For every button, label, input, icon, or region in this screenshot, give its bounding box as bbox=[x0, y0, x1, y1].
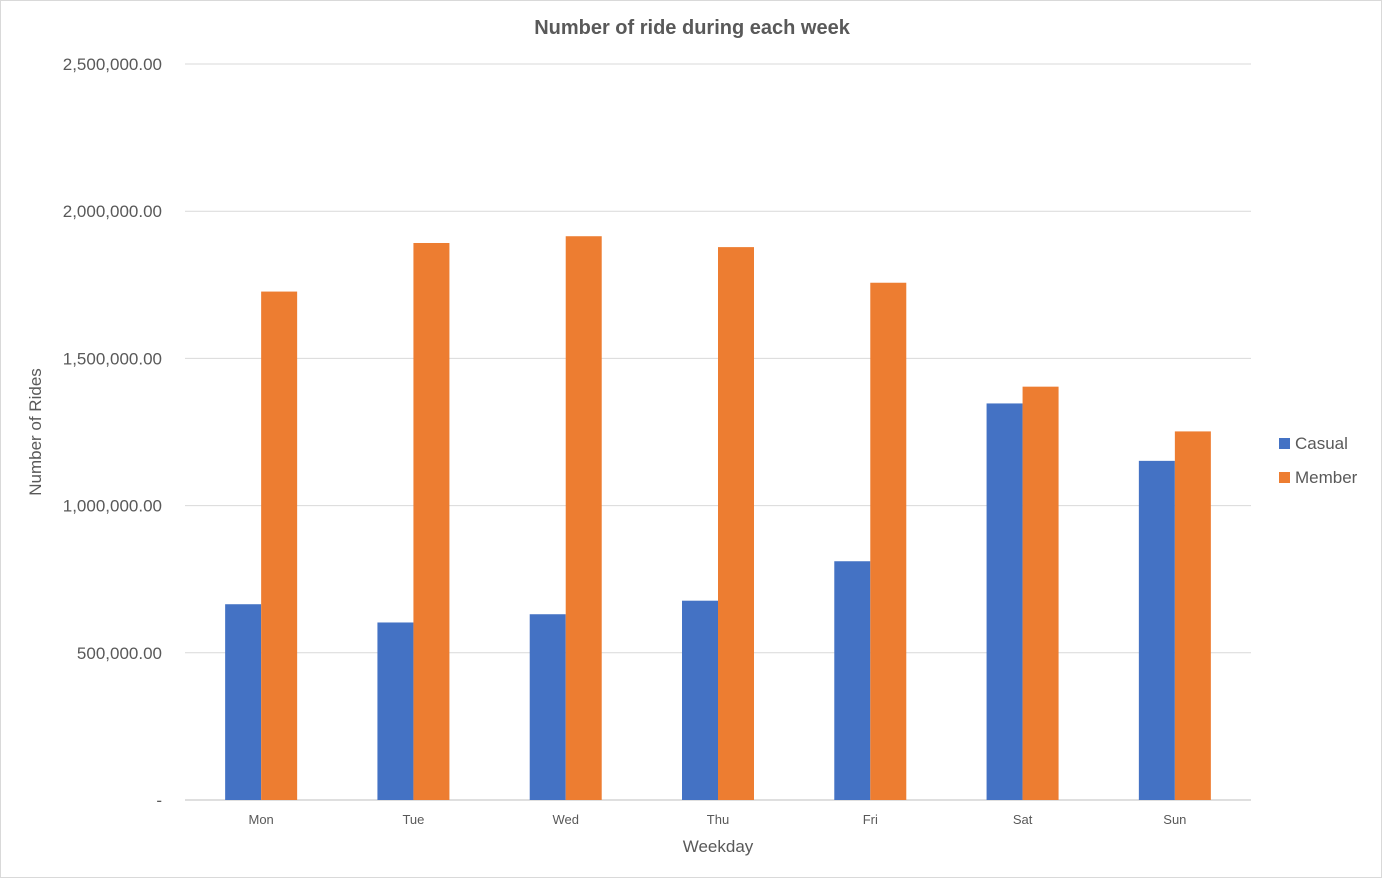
x-tick-label: Tue bbox=[402, 812, 424, 827]
y-tick-label: 500,000.00 bbox=[77, 644, 162, 663]
legend-label-member: Member bbox=[1295, 468, 1358, 487]
bar-casual-fri bbox=[834, 561, 871, 800]
legend-label-casual: Casual bbox=[1295, 434, 1348, 453]
x-tick-label: Wed bbox=[552, 812, 579, 827]
bar-member-wed bbox=[565, 236, 602, 800]
bar-casual-sun bbox=[1138, 460, 1175, 800]
bar-member-mon bbox=[261, 291, 298, 800]
x-tick-label: Mon bbox=[248, 812, 273, 827]
bar-casual-tue bbox=[377, 622, 414, 800]
bar-member-tue bbox=[413, 242, 450, 801]
bars bbox=[225, 236, 1211, 801]
bar-casual-sat bbox=[986, 403, 1023, 800]
y-tick-label: 2,000,000.00 bbox=[63, 202, 162, 221]
x-tick-label: Fri bbox=[863, 812, 878, 827]
chart-title: Number of ride during each week bbox=[534, 17, 851, 39]
y-tick-label: 1,000,000.00 bbox=[63, 497, 162, 516]
bar-casual-thu bbox=[682, 600, 718, 800]
x-tick-label: Sat bbox=[1013, 812, 1033, 827]
bar-member-fri bbox=[870, 282, 907, 800]
legend-swatch-member bbox=[1279, 472, 1290, 483]
legend-swatch-casual bbox=[1279, 438, 1290, 449]
x-axis-ticks: Mon Tue Wed Thu Fri Sat Sun bbox=[248, 812, 1186, 827]
bar-member-thu bbox=[718, 247, 754, 800]
y-tick-label: 2,500,000.00 bbox=[63, 55, 162, 74]
y-axis-ticks: - 500,000.00 1,000,000.00 1,500,000.00 2,000… bbox=[63, 55, 162, 810]
x-tick-label: Sun bbox=[1163, 812, 1186, 827]
bar-casual-mon bbox=[225, 604, 262, 800]
y-tick-label: - bbox=[156, 791, 162, 810]
bar-member-sun bbox=[1174, 431, 1211, 800]
bar-member-sat bbox=[1022, 386, 1059, 800]
x-tick-label: Thu bbox=[707, 812, 729, 827]
x-axis-label: Weekday bbox=[683, 837, 754, 856]
y-tick-label: 1,500,000.00 bbox=[63, 349, 162, 368]
bar-casual-wed bbox=[529, 614, 566, 800]
y-axis-label: Number of Rides bbox=[26, 368, 45, 496]
legend: Casual Member bbox=[1279, 434, 1358, 487]
